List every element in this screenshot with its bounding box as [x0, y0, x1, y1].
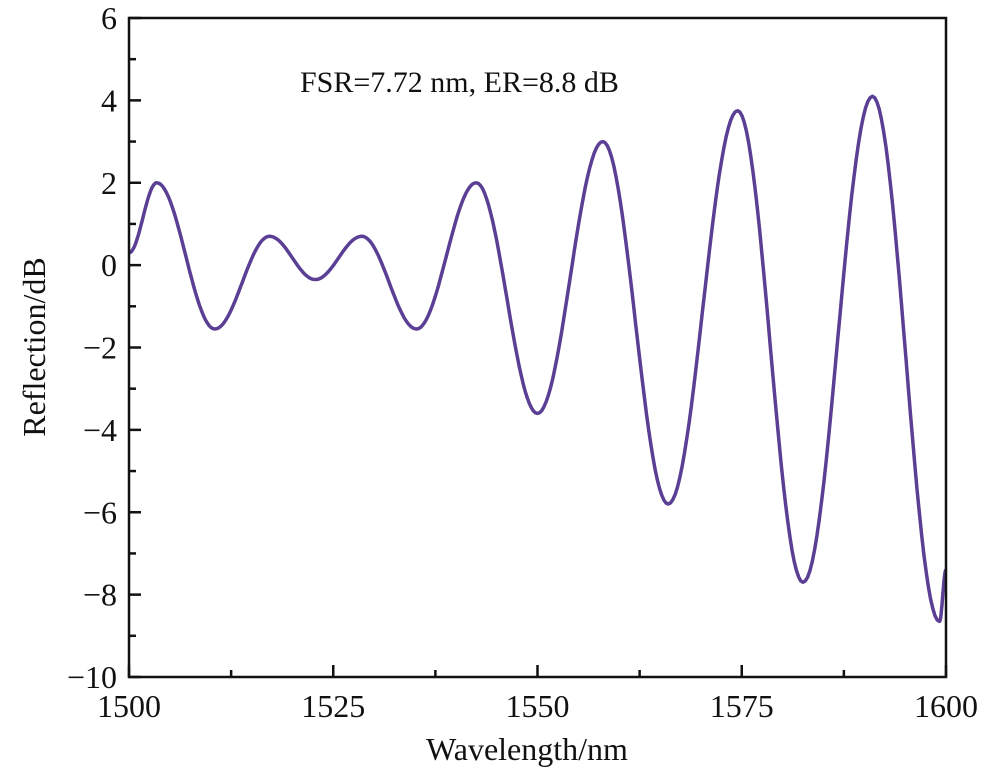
y-tick-label: −4: [83, 412, 117, 448]
annotation-fsr-er: FSR=7.72 nm, ER=8.8 dB: [300, 66, 619, 99]
x-tick-labels: 1500 1525 1550 1575 1600: [97, 688, 978, 724]
y-tick-label: −10: [67, 659, 117, 695]
y-tick-label: 4: [101, 82, 117, 118]
reflection-series-line: [128, 94, 948, 624]
axis-ticks: [127, 16, 948, 679]
y-axis-label: Reflection/dB: [16, 257, 52, 437]
y-tick-label: 2: [101, 165, 117, 201]
x-tick-label: 1550: [506, 688, 570, 724]
plot-frame: [127, 16, 948, 679]
x-tick-label: 1525: [301, 688, 365, 724]
y-tick-label: −6: [83, 494, 117, 530]
y-tick-label: −8: [83, 577, 117, 613]
y-tick-label: 6: [101, 0, 117, 36]
y-tick-labels: −10 −8 −6 −4 −2 0 2 4 6: [67, 0, 117, 695]
x-axis-label: Wavelength/nm: [426, 731, 628, 767]
x-tick-label: 1600: [914, 688, 978, 724]
x-tick-label: 1500: [97, 688, 161, 724]
y-tick-label: −2: [83, 330, 117, 366]
x-tick-label: 1575: [710, 688, 774, 724]
y-tick-label: 0: [101, 247, 117, 283]
